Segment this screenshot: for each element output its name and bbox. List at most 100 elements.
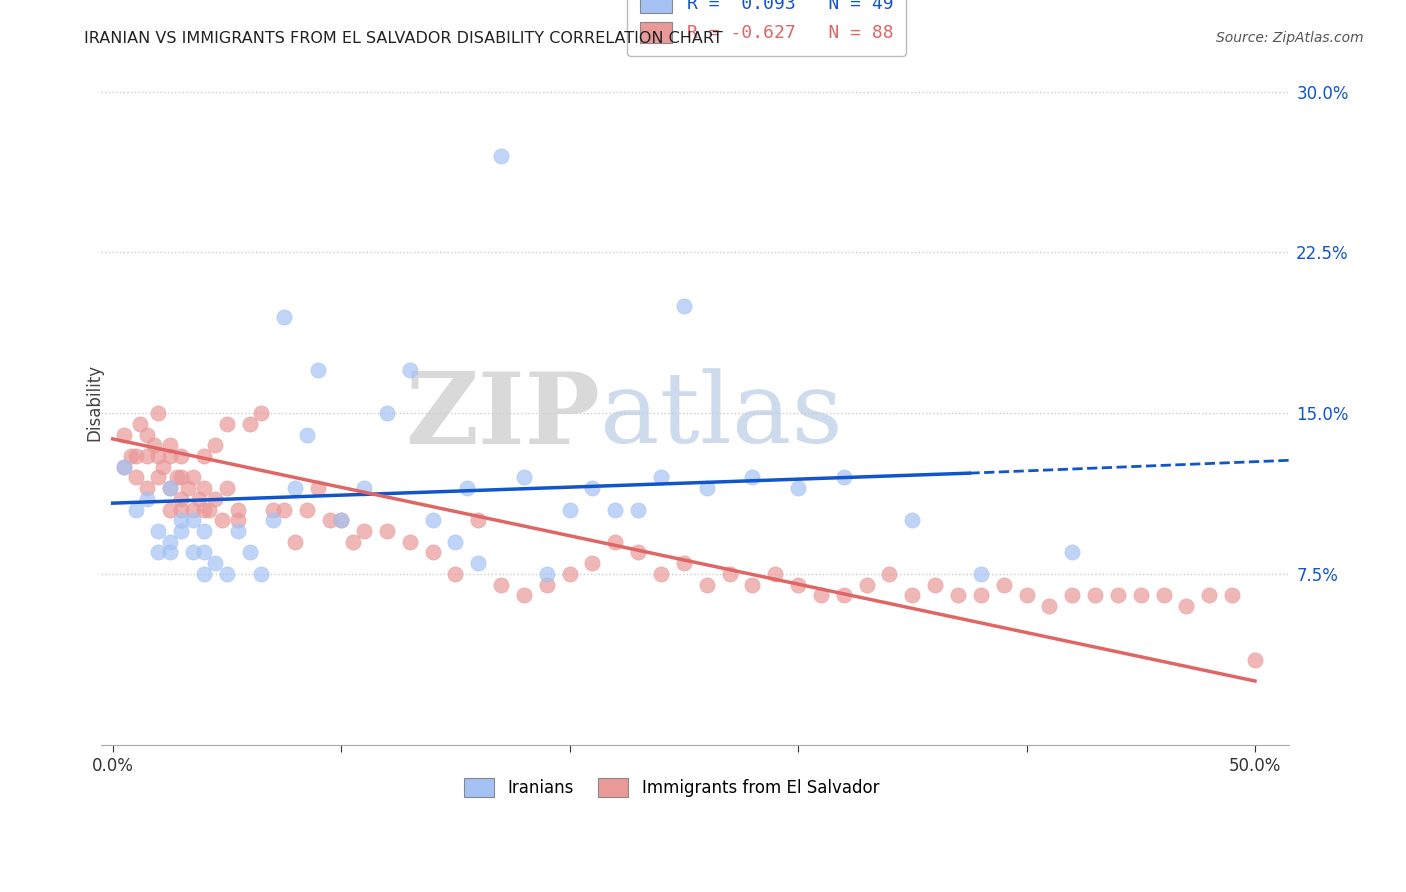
- Point: [170, 470, 193, 484]
- Point: [124, 502, 146, 516]
- Point: [1038, 599, 1060, 613]
- Point: [211, 513, 233, 527]
- Point: [250, 566, 273, 581]
- Point: [1220, 588, 1243, 602]
- Point: [193, 481, 215, 495]
- Point: [1062, 588, 1084, 602]
- Point: [741, 470, 763, 484]
- Point: [353, 524, 375, 538]
- Point: [181, 470, 204, 484]
- Point: [284, 534, 307, 549]
- Point: [193, 524, 215, 538]
- Point: [696, 577, 718, 591]
- Point: [228, 502, 250, 516]
- Point: [262, 502, 284, 516]
- Point: [148, 406, 170, 420]
- Point: [1015, 588, 1038, 602]
- Point: [159, 545, 181, 559]
- Point: [398, 363, 420, 377]
- Point: [148, 449, 170, 463]
- Point: [307, 363, 329, 377]
- Point: [215, 566, 238, 581]
- Point: [228, 513, 250, 527]
- Point: [181, 513, 204, 527]
- Point: [627, 502, 650, 516]
- Point: [148, 545, 170, 559]
- Point: [489, 149, 512, 163]
- Point: [330, 513, 353, 527]
- Point: [650, 566, 672, 581]
- Point: [718, 566, 741, 581]
- Point: [197, 502, 219, 516]
- Point: [204, 556, 226, 570]
- Point: [946, 588, 969, 602]
- Point: [422, 545, 444, 559]
- Point: [787, 481, 810, 495]
- Point: [159, 534, 181, 549]
- Point: [970, 588, 993, 602]
- Point: [901, 588, 924, 602]
- Point: [353, 481, 375, 495]
- Point: [970, 566, 993, 581]
- Point: [120, 449, 142, 463]
- Point: [152, 459, 174, 474]
- Point: [284, 481, 307, 495]
- Text: IRANIAN VS IMMIGRANTS FROM EL SALVADOR DISABILITY CORRELATION CHART: IRANIAN VS IMMIGRANTS FROM EL SALVADOR D…: [84, 31, 723, 46]
- Point: [763, 566, 786, 581]
- Legend: Iranians, Immigrants from El Salvador: Iranians, Immigrants from El Salvador: [456, 770, 887, 805]
- Point: [193, 545, 215, 559]
- Point: [159, 481, 181, 495]
- Point: [170, 491, 193, 506]
- Point: [177, 481, 200, 495]
- Point: [375, 524, 398, 538]
- Point: [832, 470, 855, 484]
- Point: [136, 491, 159, 506]
- Point: [204, 438, 226, 452]
- Point: [832, 588, 855, 602]
- Point: [901, 513, 924, 527]
- Point: [1175, 599, 1198, 613]
- Point: [513, 588, 536, 602]
- Point: [193, 449, 215, 463]
- Point: [605, 502, 627, 516]
- Point: [228, 524, 250, 538]
- Point: [1107, 588, 1129, 602]
- Point: [295, 427, 318, 442]
- Point: [398, 534, 420, 549]
- Point: [295, 502, 318, 516]
- Point: [1153, 588, 1175, 602]
- Point: [136, 449, 159, 463]
- Point: [170, 502, 193, 516]
- Point: [170, 524, 193, 538]
- Point: [375, 406, 398, 420]
- Point: [456, 481, 478, 495]
- Point: [1244, 652, 1267, 666]
- Point: [124, 449, 146, 463]
- Point: [159, 449, 181, 463]
- Point: [159, 502, 181, 516]
- Point: [489, 577, 512, 591]
- Point: [581, 556, 603, 570]
- Point: [787, 577, 810, 591]
- Point: [879, 566, 901, 581]
- Text: Source: ZipAtlas.com: Source: ZipAtlas.com: [1216, 31, 1364, 45]
- Point: [650, 470, 672, 484]
- Point: [855, 577, 877, 591]
- Point: [148, 524, 170, 538]
- Point: [136, 481, 159, 495]
- Point: [188, 491, 211, 506]
- Point: [319, 513, 342, 527]
- Y-axis label: Disability: Disability: [86, 364, 103, 441]
- Point: [159, 438, 181, 452]
- Point: [422, 513, 444, 527]
- Point: [159, 481, 181, 495]
- Point: [330, 513, 353, 527]
- Point: [193, 566, 215, 581]
- Point: [558, 566, 581, 581]
- Point: [273, 310, 295, 324]
- Point: [181, 502, 204, 516]
- Point: [215, 417, 238, 431]
- Point: [204, 491, 226, 506]
- Point: [142, 438, 165, 452]
- Point: [250, 406, 273, 420]
